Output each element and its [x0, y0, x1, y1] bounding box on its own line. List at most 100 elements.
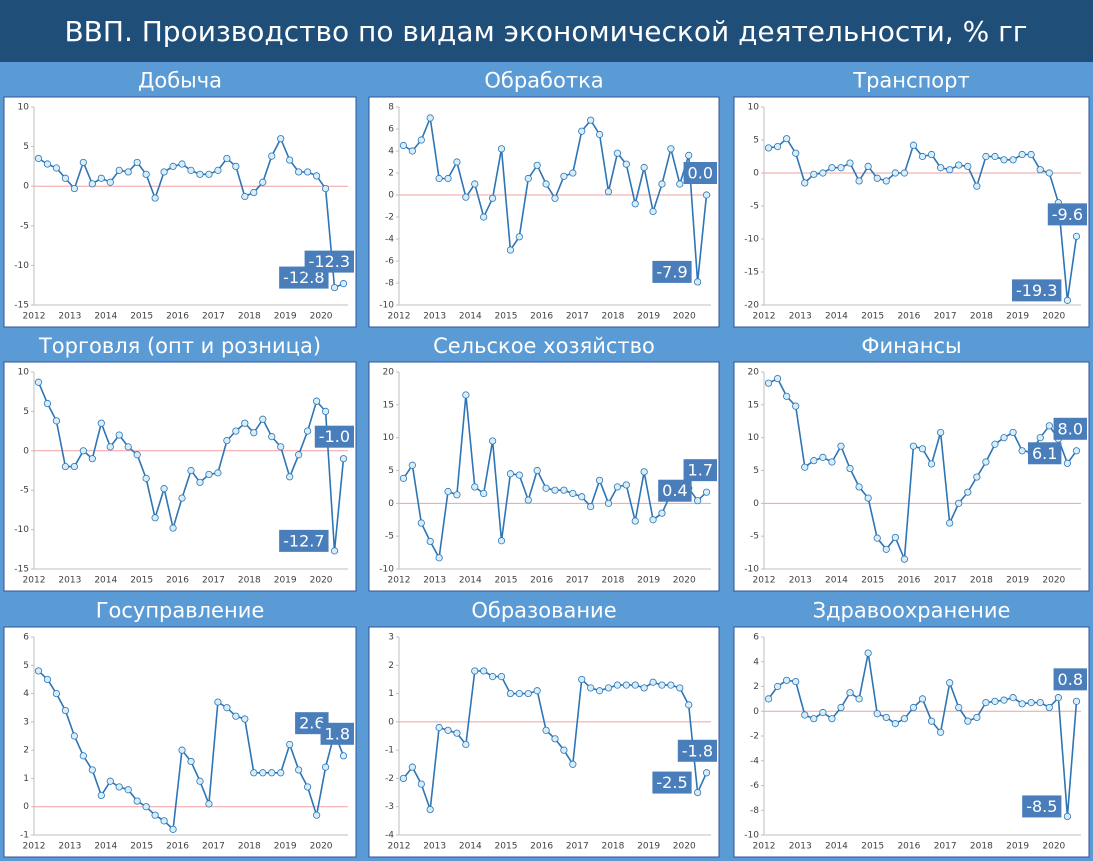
x-tick-label: 2014 [94, 576, 117, 586]
marker [578, 675, 586, 684]
x-tick-label: 2016 [530, 842, 553, 852]
marker [982, 458, 990, 466]
marker [471, 483, 479, 491]
marker [773, 682, 782, 691]
y-tick-label: 0 [388, 191, 394, 201]
marker [891, 720, 899, 728]
x-tick-label: 2013 [58, 312, 81, 322]
y-tick-label: -8 [385, 279, 394, 289]
marker [667, 145, 675, 153]
x-tick-label: 2012 [23, 312, 46, 322]
marker [955, 161, 963, 169]
marker [232, 162, 240, 170]
marker [223, 436, 231, 445]
panel-title: Финансы [861, 334, 961, 358]
chart-box [3, 96, 357, 328]
x-tick-label: 2017 [934, 576, 957, 586]
marker [34, 154, 43, 163]
marker [587, 116, 595, 124]
data-label: 2.6 [295, 712, 329, 735]
marker [106, 178, 114, 186]
x-tick-label: 2012 [388, 842, 411, 852]
marker [587, 503, 595, 511]
x-tick-label: 2016 [166, 842, 189, 852]
x-tick-label: 2012 [753, 576, 776, 586]
marker [991, 440, 999, 448]
marker [408, 763, 416, 771]
marker [488, 672, 497, 681]
y-tick-label: -15 [14, 565, 29, 575]
marker [295, 168, 303, 176]
marker [52, 164, 61, 172]
data-label: -19.3 [1012, 279, 1062, 302]
marker [515, 233, 523, 241]
marker [304, 783, 312, 791]
marker [578, 127, 586, 135]
marker [828, 458, 836, 466]
marker [515, 471, 523, 479]
x-tick-label: 2018 [970, 312, 993, 322]
marker [551, 735, 559, 743]
y-tick-label: -5 [20, 486, 29, 496]
data-label: -8.5 [1022, 795, 1062, 818]
marker [205, 800, 213, 808]
marker [982, 152, 990, 161]
marker [151, 811, 159, 819]
marker [43, 399, 52, 408]
x-tick-label: 2015 [495, 842, 518, 852]
marker [97, 791, 105, 800]
marker [810, 170, 818, 178]
data-label-box [1047, 203, 1087, 226]
data-label-box [295, 712, 329, 735]
y-tick-label: -1 [385, 746, 394, 756]
marker [223, 154, 231, 163]
marker [1009, 428, 1017, 437]
marker [43, 160, 52, 168]
marker [1018, 700, 1026, 708]
marker [259, 769, 267, 777]
y-tick-label: 1 [388, 689, 394, 699]
marker [658, 681, 666, 689]
marker [142, 170, 150, 178]
marker [277, 769, 285, 777]
data-label-text: 0.4 [662, 481, 687, 500]
y-tick-label: -2 [385, 213, 394, 223]
y-tick-label: 2 [23, 746, 29, 756]
marker [613, 483, 622, 491]
y-tick-label: 2 [388, 661, 394, 671]
x-tick-label: 2013 [789, 312, 812, 322]
marker [339, 280, 348, 288]
x-tick-label: 2019 [274, 842, 297, 852]
marker [462, 391, 470, 399]
marker [399, 774, 408, 783]
x-tick-label: 2018 [238, 312, 261, 322]
data-label: -1.0 [314, 425, 354, 448]
marker [1018, 150, 1026, 159]
marker [667, 681, 675, 689]
marker [1063, 459, 1072, 467]
marker [339, 455, 348, 463]
marker [640, 468, 648, 476]
marker [435, 174, 443, 183]
marker [142, 474, 150, 482]
marker [801, 463, 809, 471]
marker [640, 684, 648, 692]
marker [542, 180, 550, 188]
marker [187, 166, 195, 174]
marker [927, 150, 936, 159]
x-tick-label: 2018 [601, 842, 624, 852]
marker [471, 180, 479, 188]
marker [846, 689, 854, 697]
marker [480, 489, 488, 498]
marker [312, 811, 321, 819]
x-tick-label: 2016 [897, 842, 920, 852]
marker [106, 777, 114, 785]
marker [133, 158, 141, 167]
y-tick-label: 8 [388, 103, 394, 113]
marker [873, 174, 881, 182]
marker [927, 717, 936, 725]
marker [828, 715, 836, 723]
data-label-text: 2.6 [299, 714, 324, 733]
data-label-text: -9.6 [1052, 205, 1083, 224]
